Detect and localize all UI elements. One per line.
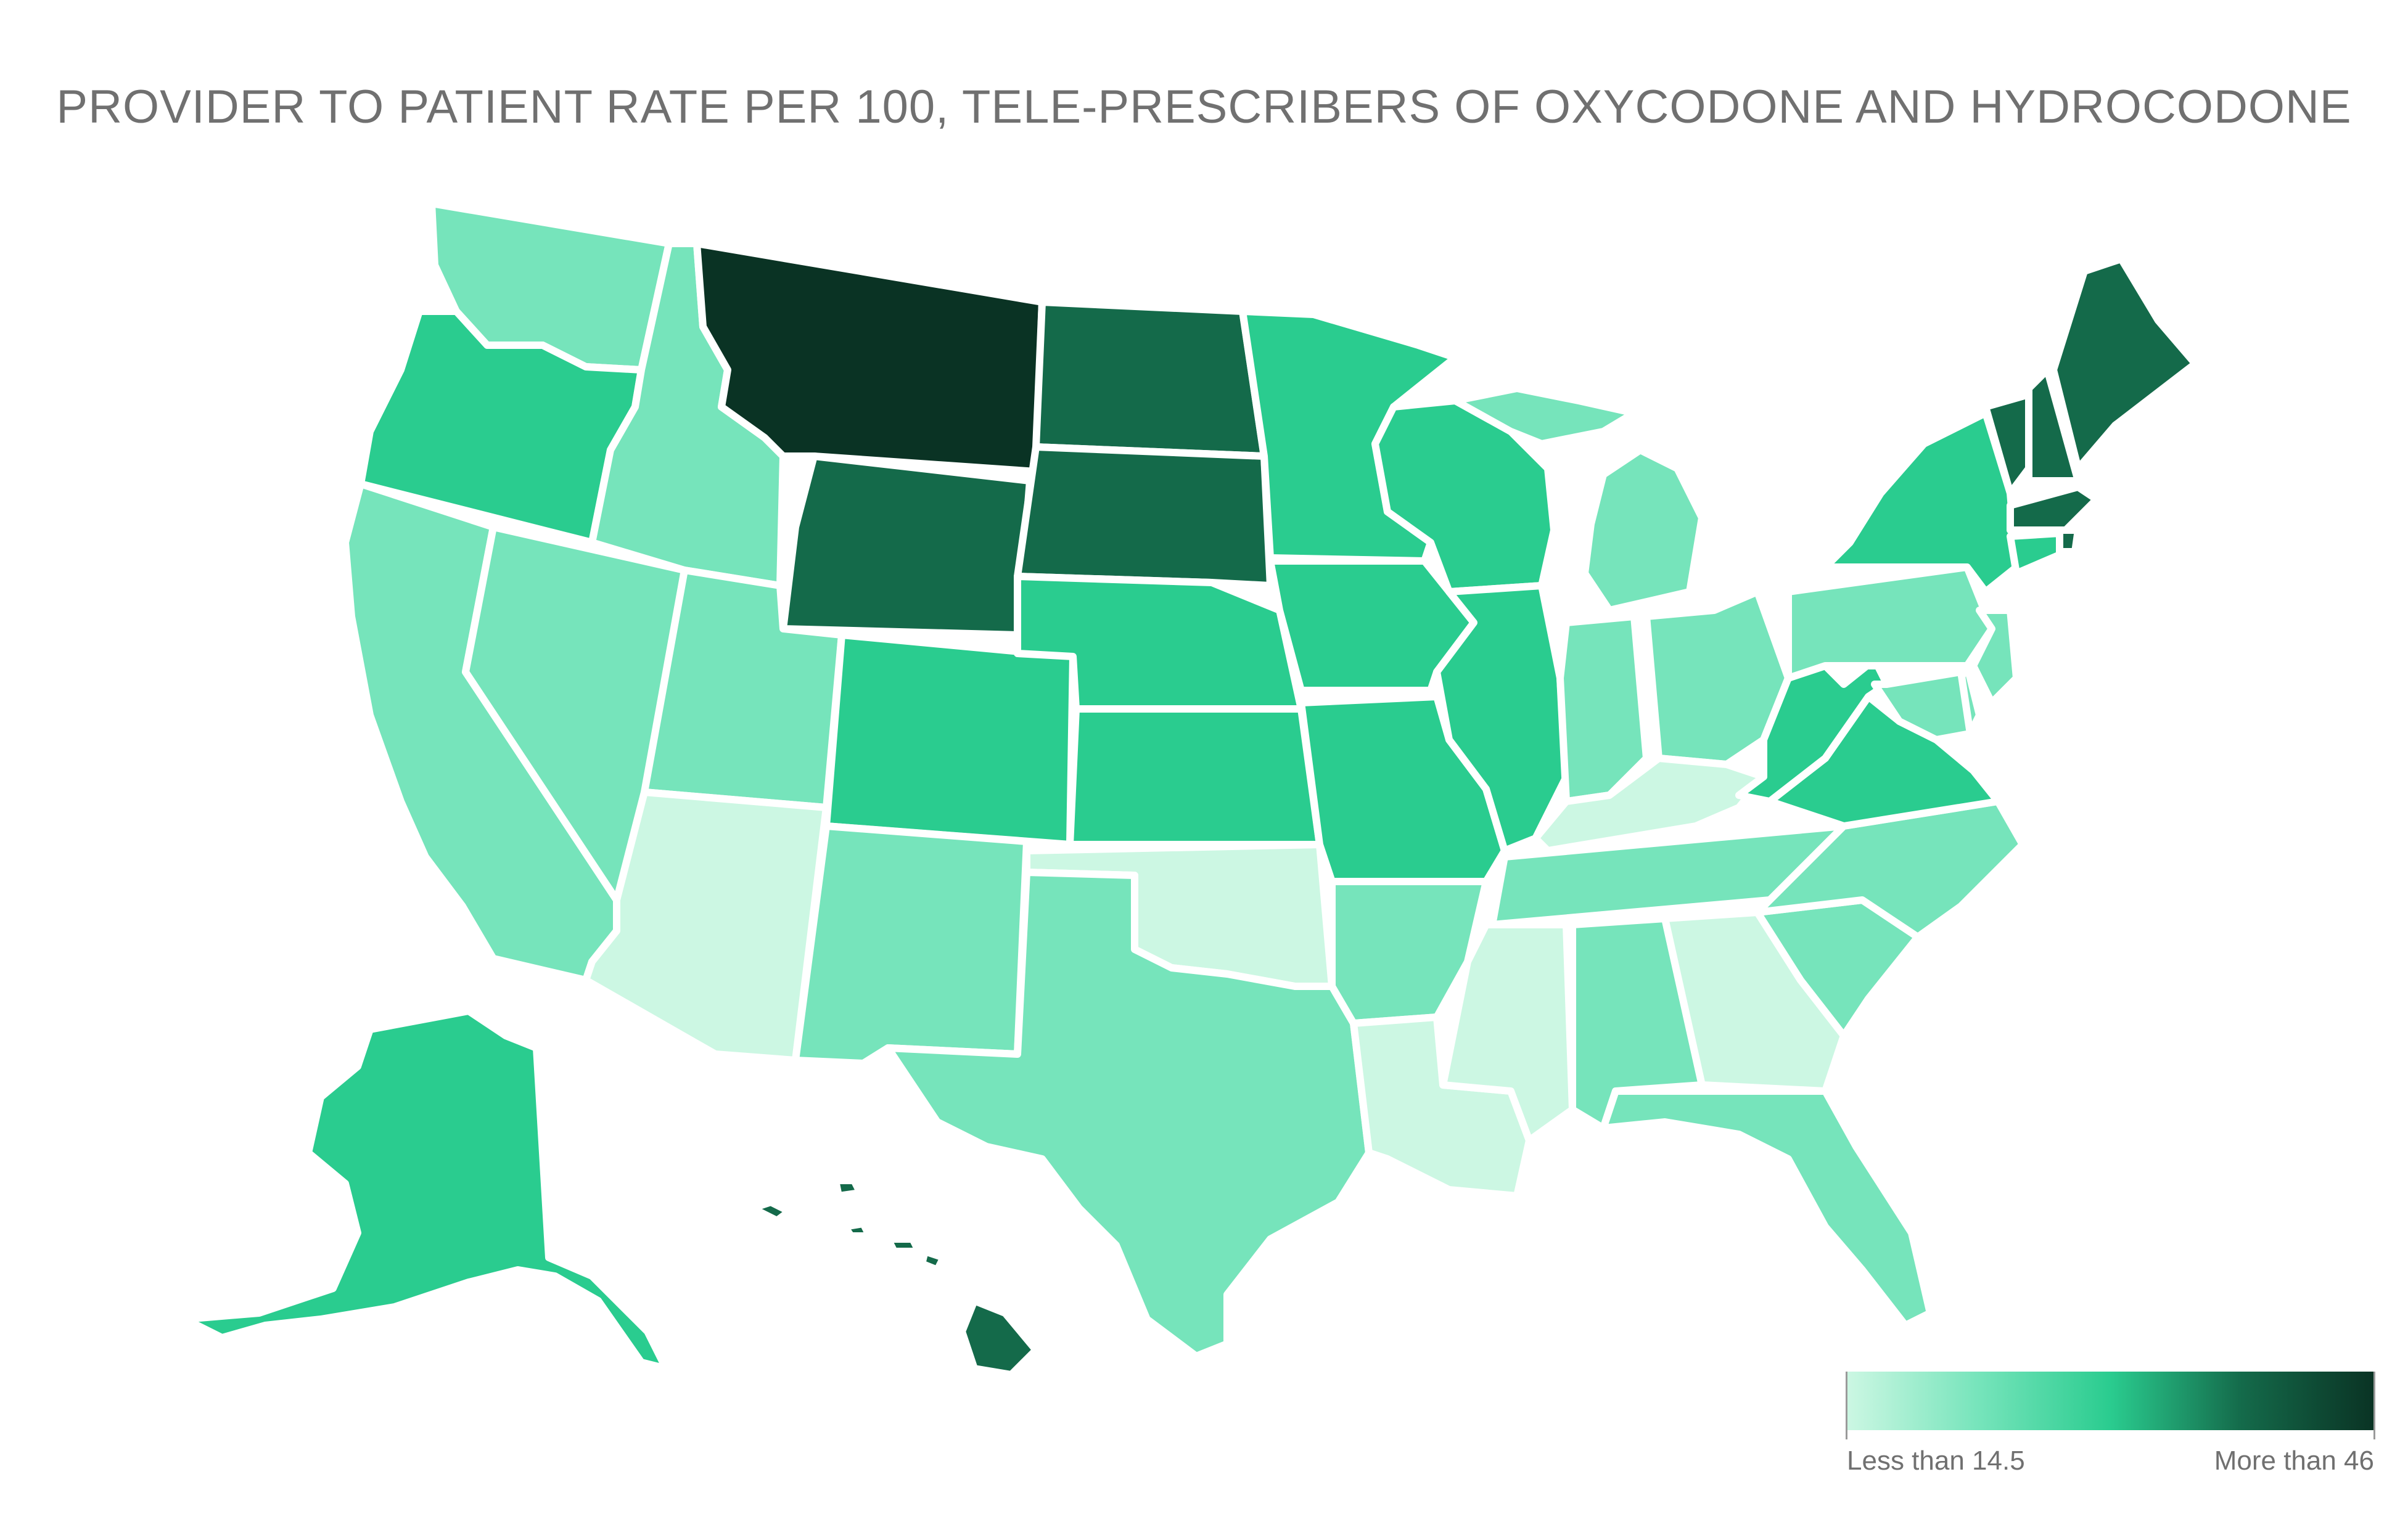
state-sd: [1014, 443, 1274, 589]
state-la: [1350, 1013, 1533, 1200]
state-ct: [2007, 530, 2063, 577]
state-fl: [1600, 1087, 1934, 1329]
state-pa: [1785, 563, 1995, 682]
state-nm: [792, 822, 1030, 1067]
legend-max-label: More than 46: [2214, 1446, 2374, 1476]
state-ky: [1532, 755, 1767, 854]
chart-title: PROVIDER TO PATIENT RATE PER 100, TELE-P…: [56, 81, 2352, 133]
legend-color-ramp: [1847, 1372, 2374, 1430]
state-ma: [2007, 483, 2100, 534]
state-ny: [1822, 409, 2020, 595]
state-nh: [2025, 366, 2082, 485]
legend-min-tick: [1846, 1372, 1847, 1439]
state-il: [1433, 582, 1570, 854]
state-hi: [749, 1177, 1040, 1378]
state-mi: [1452, 385, 1706, 614]
legend-max-tick: [2373, 1372, 2375, 1439]
state-ak: [181, 1007, 670, 1372]
legend-min-label: Less than 14.5: [1847, 1446, 2025, 1476]
state-tx: [884, 869, 1373, 1360]
state-nd: [1032, 298, 1268, 460]
state-md: [1871, 668, 1974, 743]
state-ms: [1439, 921, 1576, 1144]
state-ks: [1066, 705, 1323, 848]
state-nj: [1970, 607, 2020, 706]
state-me: [2050, 255, 2199, 472]
state-wy: [779, 452, 1033, 639]
state-co: [823, 631, 1077, 848]
